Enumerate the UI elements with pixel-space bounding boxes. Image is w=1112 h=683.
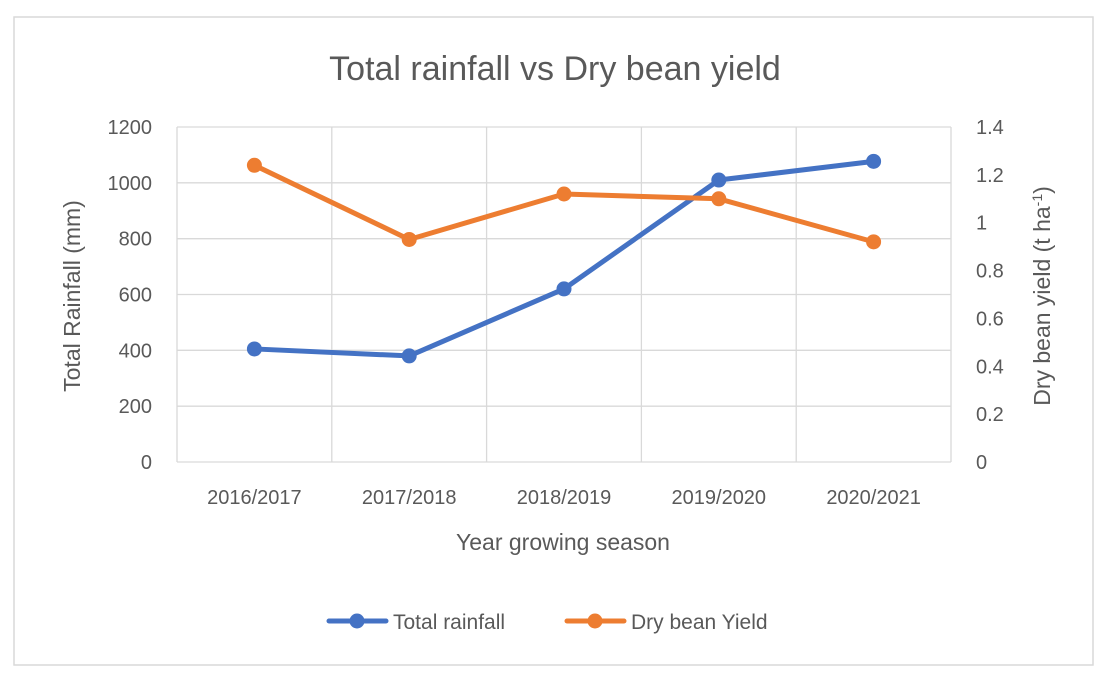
- series-layer: [246, 153, 882, 364]
- data-point-total-rainfall: [866, 153, 882, 169]
- legend-label: Total rainfall: [393, 611, 505, 634]
- left-axis-title: Total Rainfall (mm): [59, 200, 85, 392]
- legend-marker: [349, 613, 365, 629]
- x-tick-label: 2016/2017: [207, 487, 302, 509]
- right-axis-title-main: Dry bean yield (t ha: [1029, 206, 1055, 406]
- x-axis-title: Year growing season: [456, 529, 670, 555]
- data-point-total-rainfall: [401, 348, 417, 364]
- data-point-dry-bean-yield: [866, 234, 882, 250]
- right-tick-label: 0.2: [976, 404, 1004, 426]
- left-tick-label: 800: [119, 229, 152, 251]
- chart-title: Total rainfall vs Dry bean yield: [329, 50, 781, 88]
- left-tick-label: 400: [119, 340, 152, 362]
- x-tick-label: 2017/2018: [362, 487, 457, 509]
- data-point-dry-bean-yield: [401, 231, 417, 247]
- data-point-total-rainfall: [711, 172, 727, 188]
- right-tick-label: 1.4: [976, 117, 1004, 139]
- legend: Total rainfall Dry bean Yield: [326, 611, 768, 634]
- legend-marker: [587, 613, 603, 629]
- data-point-dry-bean-yield: [246, 157, 262, 173]
- right-tick-label: 1.2: [976, 165, 1004, 187]
- x-tick-label: 2019/2020: [672, 487, 767, 509]
- x-tick-label: 2020/2021: [826, 487, 921, 509]
- chart-border: [13, 16, 1094, 666]
- right-tick-label: 0.6: [976, 308, 1004, 330]
- data-point-dry-bean-yield: [711, 191, 727, 207]
- left-tick-label: 200: [119, 396, 152, 418]
- left-tick-label: 1000: [108, 173, 153, 195]
- x-tick-label: 2018/2019: [517, 487, 612, 509]
- data-point-dry-bean-yield: [556, 186, 572, 202]
- x-axis-ticks: 2016/2017 2017/2018 2018/2019 2019/2020 2020…: [207, 487, 921, 509]
- right-axis-ticks: 0 0.2 0.4 0.6 0.8 1 1.2 1.4: [976, 117, 1004, 474]
- right-tick-label: 0.4: [976, 356, 1004, 378]
- left-axis-ticks: 0 200 400 600 800 1000 1200: [108, 117, 153, 474]
- left-tick-label: 1200: [108, 117, 153, 139]
- right-axis-title-superscript: -1: [1029, 194, 1045, 207]
- right-axis-title: Dry bean yield (t ha-1): [1029, 186, 1055, 406]
- legend-label: Dry bean Yield: [631, 611, 768, 634]
- data-point-total-rainfall: [556, 281, 572, 297]
- data-point-total-rainfall: [246, 341, 262, 357]
- right-tick-label: 0.8: [976, 261, 1004, 283]
- right-axis-title-end: ): [1029, 186, 1055, 194]
- left-tick-label: 600: [119, 285, 152, 307]
- left-tick-label: 0: [141, 452, 152, 474]
- right-tick-label: 1: [976, 213, 987, 235]
- right-tick-label: 0: [976, 452, 987, 474]
